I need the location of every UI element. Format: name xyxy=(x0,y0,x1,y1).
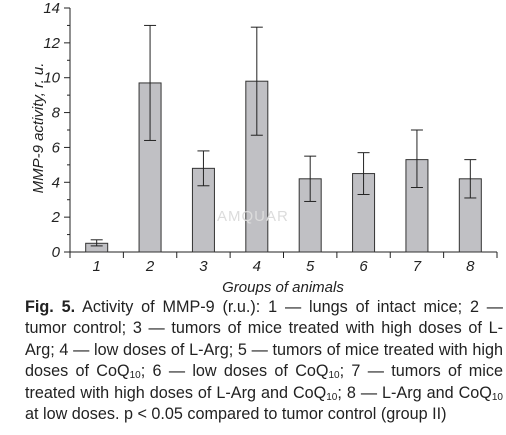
y-tick-label: 10 xyxy=(43,70,60,87)
caption-subscript: 10 xyxy=(326,391,338,403)
y-tick-label: 8 xyxy=(52,105,61,122)
caption-text: ; 8 — L-Arg and CoQ xyxy=(337,383,492,402)
x-tick-label: 7 xyxy=(413,258,422,275)
caption-text: ; 6 — low doses of CoQ xyxy=(140,362,329,381)
y-tick-label: 2 xyxy=(51,209,61,226)
caption-text: at low doses. p < 0.05 compared to tumor… xyxy=(25,405,447,424)
y-tick-label: 4 xyxy=(52,174,60,191)
bars xyxy=(85,80,482,253)
caption-text: ; 7 — tumors of mice treated with high d… xyxy=(25,362,503,402)
x-tick-label: 4 xyxy=(253,258,261,275)
x-tick-label: 6 xyxy=(359,258,368,275)
x-axis-title: Groups of animals xyxy=(222,279,344,295)
y-tick-label: 6 xyxy=(52,139,61,156)
x-tick-label: 3 xyxy=(199,258,208,275)
y-tick-label: 0 xyxy=(52,244,61,261)
error-bars xyxy=(90,24,477,247)
x-tick-label: 1 xyxy=(93,258,101,275)
caption-text: Activity of MMP-9 (r.u.): 1 — lungs of i… xyxy=(25,298,503,381)
y-axis-title: MMP-9 activity, r. u. xyxy=(30,63,47,194)
x-tick-label: 2 xyxy=(145,258,155,275)
figure-label: Fig. 5. xyxy=(25,298,76,316)
y-tick-label: 12 xyxy=(43,35,60,52)
watermark: AMQUAR xyxy=(217,208,289,225)
x-axis: 1 2 3 4 5 6 7 8 xyxy=(69,251,498,275)
caption-subscript: 10 xyxy=(491,391,503,403)
x-tick-label: 8 xyxy=(466,258,475,275)
y-tick-label: 14 xyxy=(43,0,60,17)
caption-subscript: 10 xyxy=(328,370,340,382)
y-axis: 0 2 4 6 8 10 12 14 xyxy=(43,0,71,261)
figure-caption: Fig. 5. Activity of MMP-9 (r.u.): 1 — lu… xyxy=(25,297,503,425)
caption-subscript: 10 xyxy=(129,370,141,382)
x-tick-label: 5 xyxy=(306,258,315,275)
